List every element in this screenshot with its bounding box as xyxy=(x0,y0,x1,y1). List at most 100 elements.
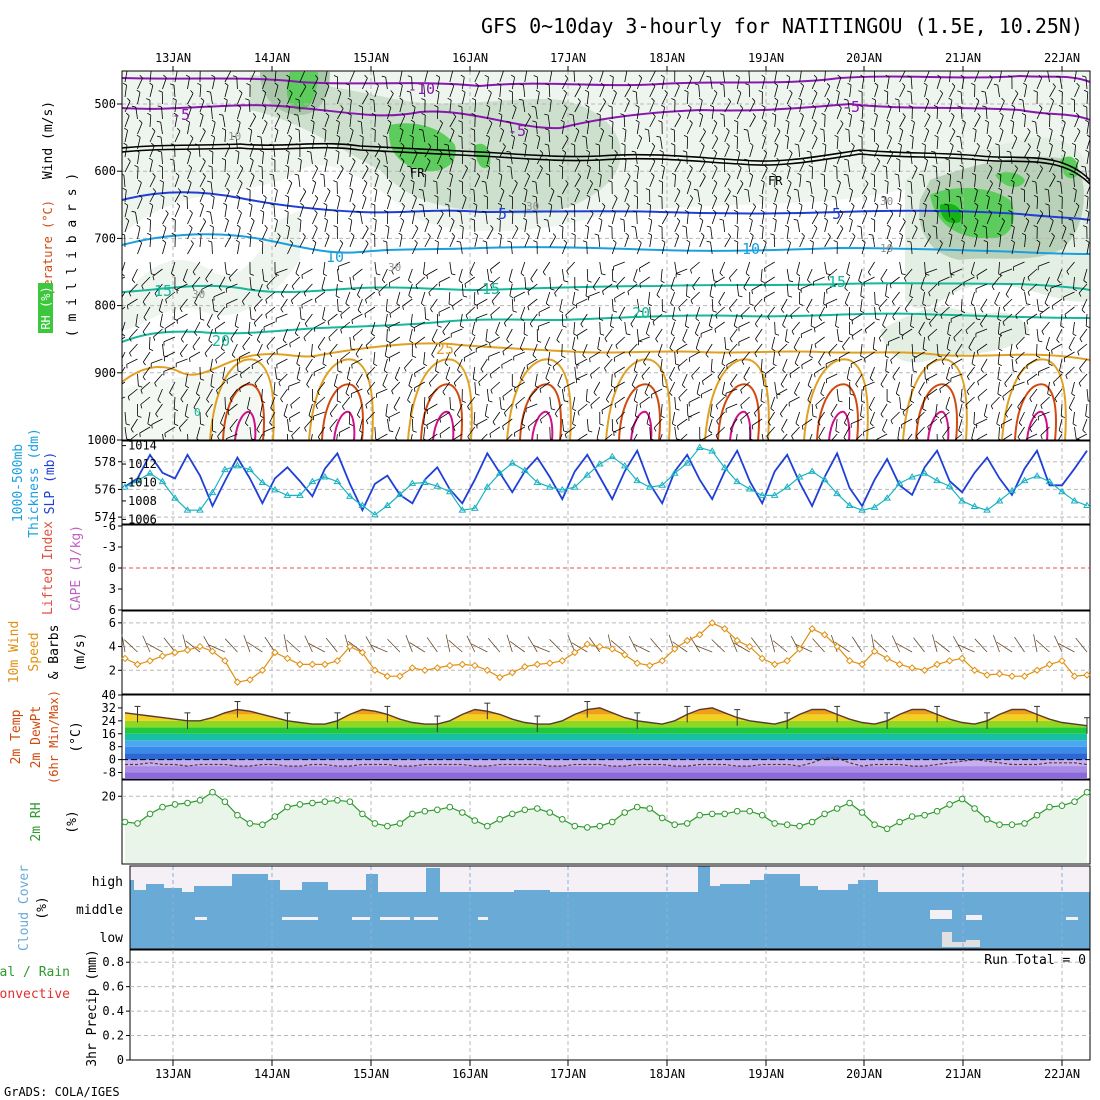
wind-barb-flag xyxy=(434,195,439,198)
wind-barb-flag xyxy=(613,357,616,362)
wind-barb-flag xyxy=(207,105,212,108)
wind-barb xyxy=(356,403,363,416)
wind-barb-flag xyxy=(265,314,268,319)
wind-barb xyxy=(897,426,900,439)
wind-barb xyxy=(999,160,1002,173)
wind-speed-point xyxy=(158,652,167,660)
wind-barb xyxy=(699,131,706,143)
wind-barb-flag xyxy=(770,408,775,412)
wind-barb xyxy=(324,71,328,83)
wind-barb-flag xyxy=(1075,112,1080,117)
wind-barb-flag xyxy=(693,188,698,191)
wind10m-axis-label-4: (m/s) xyxy=(73,632,88,671)
wind-barb-flag xyxy=(445,378,450,382)
wind-barb-flag xyxy=(826,83,831,87)
wind-barb xyxy=(927,328,938,338)
wind-barb xyxy=(936,343,939,357)
wind-barb-flag xyxy=(689,165,693,169)
wind-barb-flag xyxy=(158,90,163,93)
wind-barb-flag xyxy=(1072,187,1077,191)
wind-barb-flag xyxy=(976,318,981,321)
wind-barb-flag xyxy=(148,157,153,161)
wind-barb-flag xyxy=(544,143,549,146)
wind-barb-flag xyxy=(801,425,804,430)
wind-barb xyxy=(686,283,688,297)
wind-barb xyxy=(317,381,326,392)
wind-speed-point xyxy=(808,625,816,633)
wind-barb xyxy=(836,107,842,120)
wind-speed-point xyxy=(870,647,879,656)
wind-barb xyxy=(574,351,576,365)
wind-barb xyxy=(439,411,451,419)
temperature-band xyxy=(125,733,1087,741)
wind-barb xyxy=(649,145,656,158)
wind-barb xyxy=(135,107,138,120)
wind-barb-flag xyxy=(185,119,190,123)
wind-barb xyxy=(1086,122,1090,135)
wind-barb xyxy=(152,268,163,277)
wind-barb xyxy=(556,328,563,340)
wind-barb-flag xyxy=(399,97,404,101)
wind-barb-flag xyxy=(784,224,789,228)
wind-barb xyxy=(764,276,775,284)
wind-barb xyxy=(899,71,906,83)
run-total-label: Run Total = 0 xyxy=(984,953,1086,968)
wind-speed-point xyxy=(621,651,629,659)
wind-barb-flag xyxy=(365,299,367,304)
wind-barb xyxy=(162,181,164,195)
wind-barb-flag xyxy=(404,367,407,372)
wind-barb-flag xyxy=(1045,348,1050,352)
wind-barb-flag xyxy=(382,240,387,243)
wind-barb xyxy=(890,351,900,361)
wind-barb xyxy=(861,167,867,180)
wind-barb-flag xyxy=(459,224,464,228)
wind-barb xyxy=(1086,388,1089,401)
surface-wind-barb xyxy=(812,638,825,653)
wind-barb xyxy=(187,182,192,195)
wind-barb xyxy=(304,313,313,324)
wind-barb-flag xyxy=(221,127,226,131)
wind-barb xyxy=(312,212,318,225)
surface-wind-barb xyxy=(445,634,451,653)
wind-barb-flag xyxy=(210,194,215,198)
wind-barb xyxy=(408,283,413,296)
wind-barb-flag xyxy=(903,277,907,282)
date-label-bottom: 18JAN xyxy=(649,1067,685,1081)
wind-barb-flag xyxy=(200,97,205,102)
wind-barb xyxy=(1051,343,1063,351)
wind-barb xyxy=(786,167,791,180)
wind-barb xyxy=(749,175,754,188)
wind-barb-flag xyxy=(501,408,506,411)
wind-barb-flag xyxy=(762,134,766,138)
wind-barb xyxy=(502,343,513,352)
wind-barb-flag xyxy=(372,217,377,221)
wind-barb-flag xyxy=(264,224,268,229)
rh-point xyxy=(958,795,966,803)
slp-point xyxy=(920,469,929,476)
wind-barb-flag xyxy=(822,142,827,146)
wind-barb-flag xyxy=(365,240,369,244)
wind10m-axis-label-1: 10m Wind xyxy=(7,621,22,684)
wind-barb xyxy=(681,373,688,386)
wind-barb-flag xyxy=(743,128,748,131)
wind-barb xyxy=(639,396,650,405)
wind-barb xyxy=(359,212,363,225)
wind-speed-point xyxy=(246,676,254,684)
dewpt2m-axis-label: 2m DewPt xyxy=(29,706,44,769)
wind-barb xyxy=(974,235,978,248)
wind-barb xyxy=(122,336,126,340)
wind-barb xyxy=(179,418,188,429)
upper-wind-barbs xyxy=(122,71,1090,440)
wind-barb xyxy=(260,137,263,150)
wind-barb xyxy=(963,276,975,283)
wind-barb xyxy=(524,235,530,248)
wind-barb xyxy=(874,190,877,203)
wind-barb xyxy=(461,92,466,105)
wind-barb xyxy=(478,373,488,383)
wind-barb-flag xyxy=(1085,239,1090,243)
wind-barb xyxy=(699,100,703,113)
wind-barb xyxy=(811,197,815,210)
rh-point xyxy=(534,805,541,812)
rh2m-units-label: (%) xyxy=(65,810,80,833)
wind-barb-flag xyxy=(1051,305,1054,310)
